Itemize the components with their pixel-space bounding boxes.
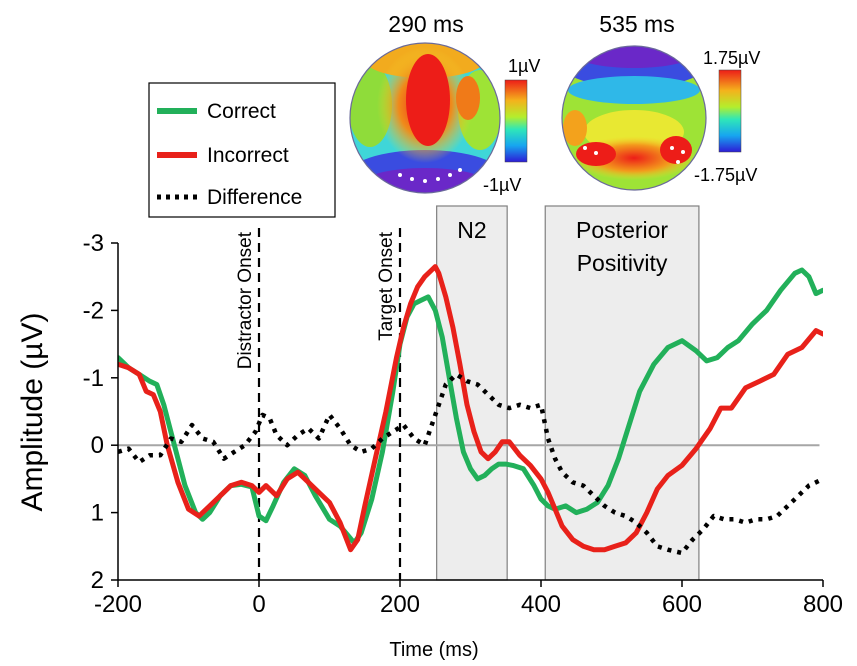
legend-label-incorrect: Incorrect <box>207 144 289 167</box>
analysis-window-label: N2 <box>457 217 486 243</box>
x-tick-label: 600 <box>662 591 702 618</box>
event-marker-label: Target Onset <box>376 231 397 340</box>
topomap-time-label: 535 ms <box>599 11 674 37</box>
series-lines <box>118 264 823 556</box>
colorbar-max-label: 1µV <box>508 56 540 76</box>
legend-box <box>148 82 336 218</box>
x-tick-label: 200 <box>380 591 420 618</box>
y-tick-label: -3 <box>83 230 104 257</box>
colorbar-min-label: -1µV <box>483 175 521 195</box>
colorbar-min-label: -1.75µV <box>694 165 757 185</box>
legend: Correct Incorrect Difference <box>148 82 336 218</box>
analysis-windows: N2 Posterior Positivity <box>436 205 700 581</box>
topomap-head-outline <box>561 45 707 191</box>
x-axis-title: Time (ms) <box>389 639 478 661</box>
colorbar-max-label: 1.75µV <box>703 48 760 68</box>
x-tick-label: 800 <box>803 591 843 618</box>
y-axis-title: Amplitude (µV) <box>16 312 49 511</box>
analysis-window-2 <box>544 205 700 581</box>
series-line-incorrect <box>118 264 823 553</box>
axes <box>117 243 823 581</box>
x-tick-label: 400 <box>521 591 561 618</box>
legend-label-difference: Difference <box>207 186 302 209</box>
y-tick-label: -1 <box>83 365 104 392</box>
topomap-290: 290 ms 1µV -1µV <box>349 11 540 195</box>
y-tick-label: 0 <box>91 432 104 459</box>
y-tick-label: 2 <box>91 567 104 594</box>
topomap-535: 535 ms 1.75µV -1.75µV <box>561 11 760 191</box>
y-tick-label: 1 <box>91 500 104 527</box>
analysis-window-1 <box>436 205 508 581</box>
event-marker-label: Distractor Onset <box>235 231 256 369</box>
colorbar-290 <box>504 79 528 163</box>
x-tick-label: 0 <box>252 591 265 618</box>
topomap-time-label: 290 ms <box>388 11 463 37</box>
analysis-window-label: Posterior <box>576 217 668 243</box>
topomap-head-outline <box>349 42 501 194</box>
x-tick-label: -200 <box>94 591 142 618</box>
event-markers: Distractor Onset Target Onset <box>235 228 402 580</box>
analysis-window-label: Positivity <box>577 250 668 276</box>
legend-label-correct: Correct <box>207 100 276 123</box>
colorbar-535 <box>718 69 742 153</box>
y-tick-label: -2 <box>83 297 104 324</box>
tick-marks: -3 -2 -1 0 1 2-200 0 200 400 600 800 <box>83 230 843 618</box>
